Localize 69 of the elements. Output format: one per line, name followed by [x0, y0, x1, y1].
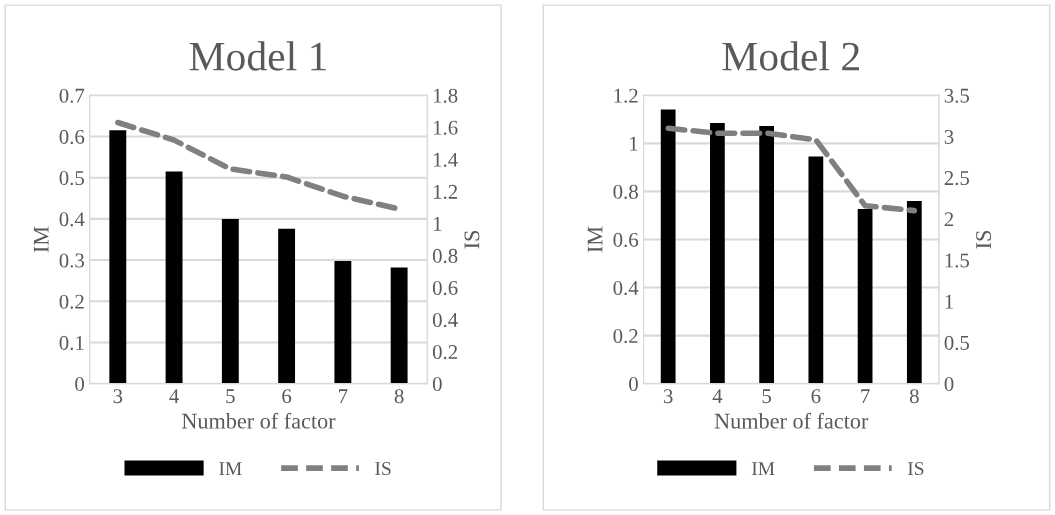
- bar: [710, 122, 725, 384]
- x-tick-label: 8: [394, 389, 404, 404]
- bar: [857, 208, 873, 384]
- bar: [221, 218, 239, 384]
- y2-tick-label: 0.2: [432, 345, 458, 360]
- y2-tick-label: 1.2: [433, 184, 458, 199]
- y2-tick-label: 0.5: [944, 335, 970, 350]
- y-tick-label: 0.3: [59, 253, 84, 268]
- y-axis-title: IM: [587, 226, 603, 253]
- x-tick-label: 3: [663, 389, 673, 404]
- y-tick-label: 0: [75, 377, 85, 392]
- y2-tick-label: 3: [944, 129, 954, 144]
- bar: [660, 109, 676, 384]
- x-tick-label: 4: [712, 389, 723, 403]
- y2-tick-label: 1.5: [945, 253, 970, 268]
- x-tick-label: 5: [762, 389, 772, 404]
- y-tick-label: 0.4: [613, 280, 639, 296]
- x-tick-label: 6: [811, 389, 821, 404]
- y-tick-label: 0.4: [59, 212, 85, 227]
- y2-tick-label: 0.4: [432, 312, 458, 328]
- y2-tick-label: 0: [944, 377, 954, 392]
- y-tick-label: 0.1: [59, 335, 84, 350]
- y2-tick-label: 1.8: [433, 88, 458, 103]
- bar: [165, 171, 183, 384]
- x-tick-label: 4: [169, 389, 179, 403]
- bar: [278, 228, 296, 384]
- y2-tick-label: 0: [432, 377, 442, 392]
- y2-tick-label: 1: [433, 216, 442, 231]
- x-tick-label: 8: [909, 389, 919, 404]
- bar: [808, 156, 824, 384]
- y2-axis-title: IS: [464, 230, 480, 249]
- y-tick-label: 0.6: [613, 232, 639, 247]
- y2-tick-label: 1.4: [433, 152, 458, 167]
- bar: [109, 130, 127, 384]
- chart-title: Model 1: [189, 41, 326, 71]
- legend-label: IM: [751, 462, 775, 475]
- x-tick-label: 3: [113, 389, 123, 404]
- y-tick-label: 1.2: [614, 88, 638, 103]
- y2-tick-label: 2: [944, 212, 954, 227]
- bar: [390, 267, 408, 384]
- bar: [906, 201, 922, 384]
- y2-axis-title: IS: [976, 230, 992, 249]
- chart-title: Model 2: [722, 41, 859, 71]
- y2-tick-label: 1: [945, 294, 953, 309]
- bar: [759, 126, 775, 384]
- y-tick-label: 1: [630, 136, 638, 151]
- y-tick-label: 0.6: [59, 129, 85, 144]
- bar: [334, 260, 352, 384]
- y-tick-label: 0.8: [613, 184, 638, 199]
- y-axis-title: IM: [33, 226, 49, 253]
- legend-label: IS: [375, 462, 391, 476]
- y-tick-label: 0: [629, 377, 638, 392]
- legend-label: IS: [907, 462, 924, 476]
- x-axis-title: Number of factor: [714, 412, 869, 429]
- y-tick-label: 0.2: [613, 328, 638, 344]
- y2-tick-label: 1.6: [433, 120, 458, 135]
- legend-label: IM: [219, 462, 242, 475]
- x-tick-label: 7: [861, 389, 870, 403]
- x-tick-label: 7: [339, 389, 348, 403]
- x-tick-label: 5: [226, 389, 235, 404]
- y-tick-label: 0.7: [59, 88, 85, 103]
- y2-tick-label: 3.5: [944, 88, 970, 103]
- x-tick-label: 6: [282, 389, 292, 404]
- y-tick-label: 0.5: [59, 171, 84, 186]
- y2-tick-label: 0.6: [432, 280, 458, 296]
- y2-tick-label: 0.8: [432, 248, 458, 264]
- y-tick-label: 0.2: [59, 294, 84, 309]
- y2-tick-label: 2.5: [944, 171, 970, 186]
- x-axis-title: Number of factor: [181, 412, 336, 429]
